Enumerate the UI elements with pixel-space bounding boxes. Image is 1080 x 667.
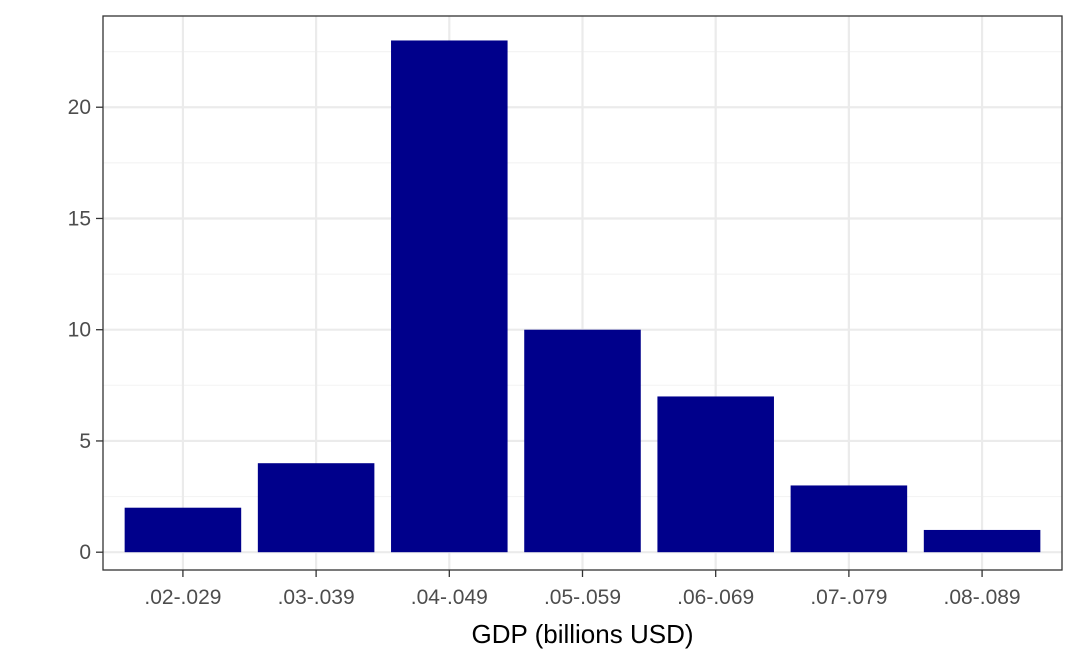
x-tick-label: .02-.029 [144, 586, 221, 609]
bar-.08-.089 [923, 529, 1041, 553]
x-tick-label: .08-.089 [944, 586, 1021, 609]
y-axis-ticks: 0 5 10 15 20 [68, 96, 103, 564]
x-axis-ticks: .02-.029 .03-.039 .04-.049 .05-.059 .06-.069… [144, 570, 1021, 609]
y-tick-label: 15 [68, 207, 91, 230]
bar-.04-.049 [391, 40, 508, 553]
y-tick-label: 5 [79, 430, 91, 453]
y-tick-label: 10 [68, 319, 91, 342]
x-tick-label: .07-.079 [810, 586, 887, 609]
major-gridlines [103, 16, 1062, 570]
x-tick-label: .03-.039 [278, 586, 355, 609]
bar-.02-.029 [124, 507, 242, 553]
x-tick-label: .06-.069 [677, 586, 754, 609]
bars-group [124, 40, 1041, 553]
bar-.05-.059 [524, 329, 641, 553]
x-tick-label: .05-.059 [544, 586, 621, 609]
bar-.07-.079 [790, 485, 908, 553]
bar-.03-.039 [257, 463, 375, 553]
x-tick-label: .04-.049 [411, 586, 488, 609]
y-tick-label: 20 [68, 96, 91, 119]
x-axis-title: GDP (billions USD) [471, 619, 693, 649]
y-tick-label: 0 [79, 541, 91, 564]
bar-.06-.069 [657, 396, 774, 553]
